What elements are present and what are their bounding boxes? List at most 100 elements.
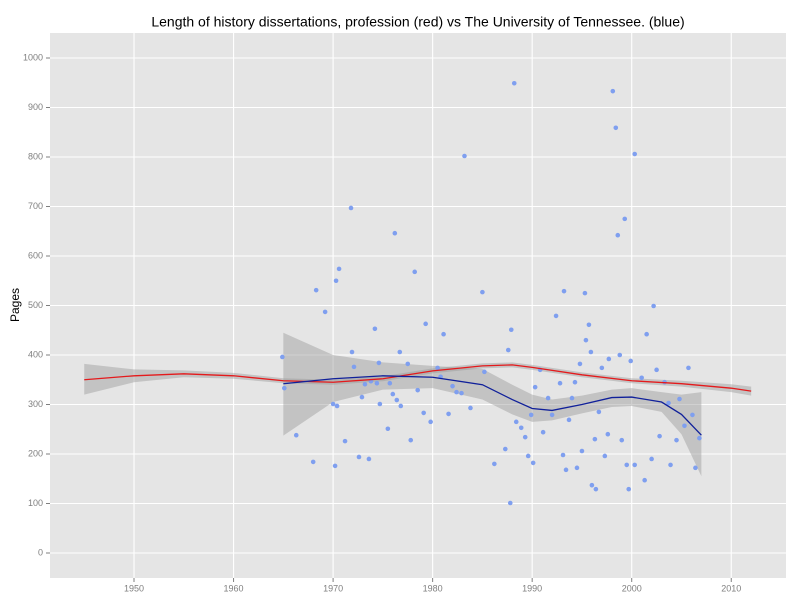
point: [632, 462, 637, 468]
point: [392, 230, 398, 236]
point: [359, 394, 365, 400]
point: [566, 417, 572, 423]
point: [586, 322, 592, 328]
point: [334, 403, 340, 409]
x-tick-label: 1970: [323, 583, 343, 593]
y-tick-label: 500: [28, 300, 43, 310]
point: [518, 425, 524, 431]
point: [423, 321, 428, 327]
point: [532, 384, 538, 390]
axes: 0 100 200 300 400 500 600 700 800 900 1000 1950 1960…: [23, 52, 741, 593]
smooth-line: [84, 364, 752, 392]
point: [674, 437, 679, 443]
point: [530, 460, 536, 466]
point: [525, 453, 531, 459]
point: [390, 391, 396, 397]
point: [322, 309, 328, 315]
point: [366, 456, 372, 462]
point: [606, 356, 612, 362]
point: [528, 412, 534, 418]
point: [394, 397, 400, 403]
point: [626, 486, 632, 492]
point: [405, 361, 411, 367]
point: [482, 369, 487, 375]
point: [622, 216, 628, 222]
point: [619, 437, 625, 443]
y-axis-label: Pages: [8, 288, 22, 322]
point: [376, 360, 382, 366]
point: [657, 433, 662, 439]
chart-title: Length of history dissertations, profess…: [151, 14, 684, 30]
x-tick-label: 1960: [224, 583, 244, 593]
point: [686, 365, 691, 371]
point: [462, 153, 467, 159]
lines: [84, 364, 752, 436]
point: [492, 461, 497, 467]
point: [513, 419, 519, 425]
point: [446, 411, 451, 417]
point: [333, 278, 339, 284]
point: [415, 387, 421, 393]
y-tick-label: 700: [28, 201, 43, 211]
point: [522, 434, 528, 440]
point: [502, 446, 508, 452]
point: [336, 266, 342, 272]
point: [377, 401, 383, 407]
point: [632, 151, 637, 157]
point: [385, 426, 391, 432]
point: [624, 462, 630, 468]
point: [511, 80, 517, 86]
point: [560, 452, 566, 458]
point: [642, 477, 647, 483]
point: [293, 432, 299, 438]
x-tick-label: 1980: [423, 583, 443, 593]
point: [507, 500, 513, 506]
point: [677, 396, 682, 402]
point: [508, 327, 514, 333]
point: [654, 367, 659, 373]
point: [480, 289, 485, 295]
point: [649, 456, 654, 462]
points: [280, 80, 702, 506]
point: [651, 303, 656, 309]
point: [349, 349, 355, 355]
point: [666, 400, 671, 406]
point: [617, 352, 623, 358]
point: [280, 354, 285, 360]
point: [348, 205, 354, 211]
point: [459, 390, 464, 396]
point: [356, 454, 362, 460]
point: [574, 465, 580, 471]
point: [557, 380, 563, 386]
point: [398, 403, 404, 409]
point: [592, 436, 598, 442]
y-tick-label: 200: [28, 448, 43, 458]
point: [644, 331, 649, 337]
point: [310, 459, 316, 465]
point: [332, 463, 338, 469]
point: [387, 380, 393, 386]
y-tick-label: 300: [28, 399, 43, 409]
point: [588, 349, 594, 355]
x-tick-label: 2000: [622, 583, 642, 593]
smooth-line: [283, 375, 702, 436]
point: [342, 438, 348, 444]
point: [540, 429, 546, 435]
point: [563, 467, 569, 473]
point: [602, 453, 608, 459]
confidence-band: [283, 332, 702, 477]
point: [599, 365, 605, 371]
point: [330, 401, 336, 407]
y-tick-label: 100: [28, 498, 43, 508]
y-tick-label: 0: [38, 547, 43, 557]
point: [428, 419, 433, 425]
y-tick-label: 800: [28, 151, 43, 161]
point: [553, 313, 559, 319]
x-tick-label: 2010: [721, 583, 741, 593]
point: [610, 88, 616, 94]
point: [374, 380, 380, 386]
point: [372, 326, 378, 332]
point: [628, 358, 634, 364]
point: [697, 435, 702, 441]
